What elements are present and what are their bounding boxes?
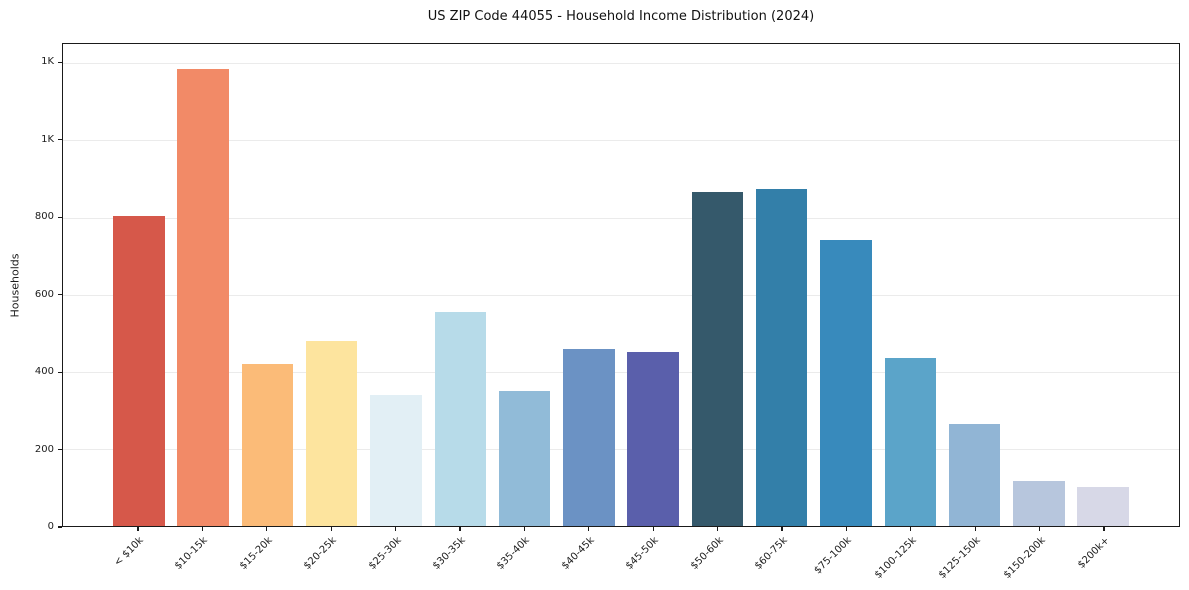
bars-layer [63,44,1179,526]
x-tick-mark [781,527,783,531]
bar-125-150k [948,423,1001,526]
bar-10k [113,215,165,526]
bar-75-100k [820,239,872,526]
x-tick-mark [910,527,912,531]
bar-45-50k [627,352,679,526]
x-tick-mark [1039,527,1041,531]
x-tick-label: $35-40k [495,535,533,572]
x-tick-mark [974,527,976,531]
x-tick-label: $45-50k [624,535,661,572]
x-tick-label: $50-60k [688,535,726,572]
x-tick-label: $15-20k [237,535,275,572]
y-axis-label: Households [8,253,22,317]
x-tick-mark [137,527,139,531]
gridline [63,140,1179,142]
x-tick-label: $125-150k [937,535,983,581]
bar-60-75k [756,188,808,526]
bar-10-15k [177,69,229,526]
gridline [63,217,1179,219]
x-tick-mark [330,527,332,531]
x-tick-label: $100-125k [872,535,919,581]
bar-35-40k [498,391,551,526]
bar-15-20k [241,364,294,526]
x-tick-mark [588,527,590,531]
y-axis-label-area: Households [6,43,24,527]
bar-150-200k [1013,480,1065,526]
x-tick-mark [523,527,525,531]
bar-100-125k [884,358,936,526]
x-tick-label: $150-200k [1001,535,1048,581]
gridlines-layer [63,44,1179,526]
x-tick-mark [717,527,719,531]
x-tick-label: $40-45k [559,535,597,572]
gridline [63,371,1179,373]
gridline [63,63,1179,65]
x-tick-mark [201,527,203,531]
x-tick-label: $200k+ [1075,535,1112,571]
x-tick-label: < $10k [112,535,146,569]
gridline [63,448,1179,450]
x-tick-label: $60-75k [752,535,790,572]
x-tick-label: $10-15k [173,535,211,572]
x-tick-mark [652,527,654,531]
x-tick-mark [266,527,268,531]
x-tick-mark [394,527,397,531]
x-tick-mark [1103,527,1105,531]
x-tick-mark [459,527,461,531]
chart-title: US ZIP Code 44055 - Household Income Dis… [427,9,815,24]
x-tick-label: $75-100k [812,535,855,577]
bar-50-60k [691,192,744,526]
bar-40-45k [563,348,615,526]
bar-200k [1077,487,1129,526]
x-tick-label: $25-30k [366,535,404,572]
x-axis: < $10k $10-15k $15-20k $20-25k $25-30k $30-35… [62,532,1180,590]
x-tick-mark [845,527,847,531]
plot-area [62,43,1180,527]
gridline [63,294,1179,296]
bar-20-25k [306,340,358,526]
x-tick-label: $20-25k [302,535,339,572]
bar-30-35k [434,312,486,526]
x-tick-label: $30-35k [430,535,468,572]
bar-25-30k [370,394,422,526]
